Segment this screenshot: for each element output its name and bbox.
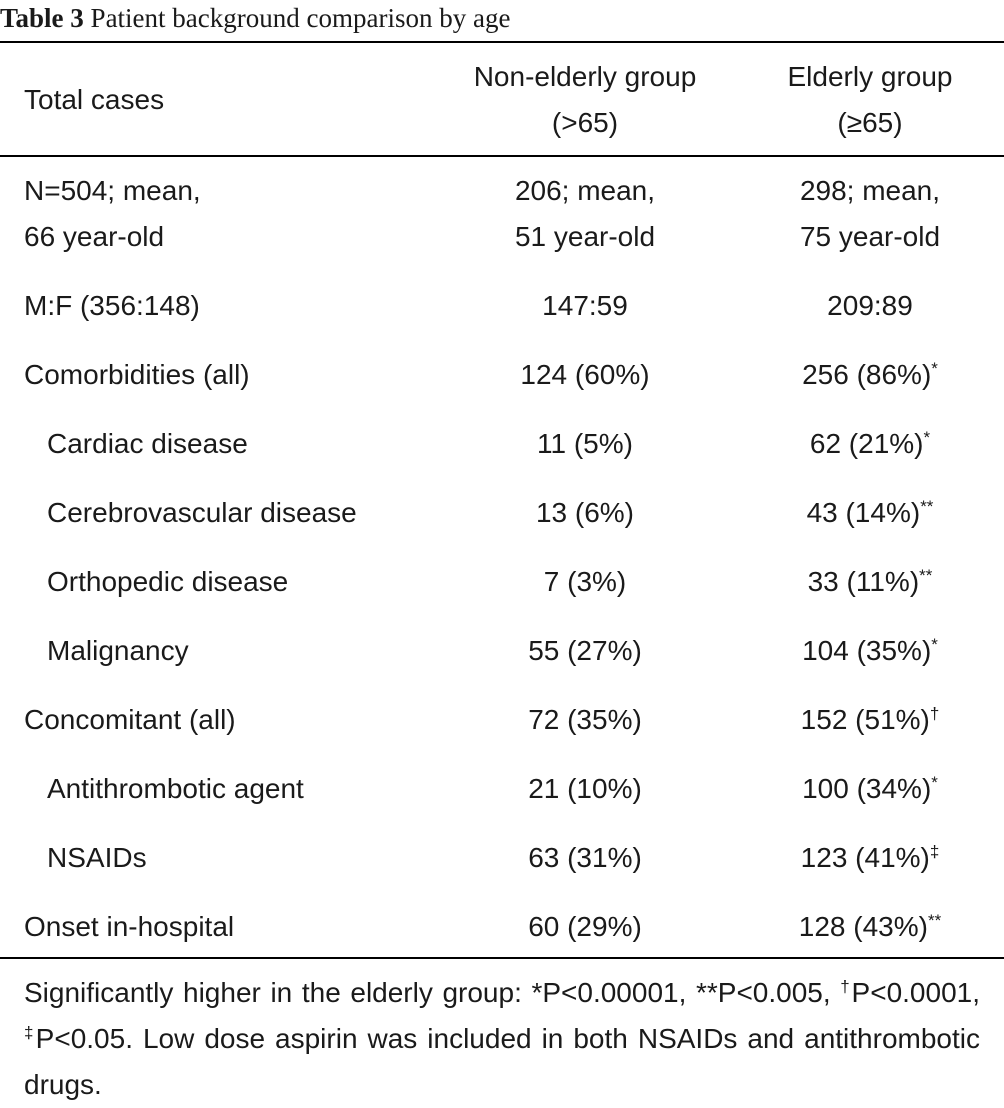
cell-elderly: 298; mean, 75 year-old — [740, 168, 1000, 260]
row-label: M:F (356:148) — [24, 290, 200, 321]
significance-mark: * — [931, 773, 938, 792]
row-label: Cardiac disease — [47, 428, 248, 459]
top-rule — [0, 41, 1004, 43]
cell-value: 43 (14%) — [806, 497, 921, 528]
cell-elderly: 152 (51%)† — [740, 697, 1000, 743]
header-elderly: Elderly group (≥65) — [740, 54, 1000, 146]
significance-mark: * — [923, 428, 931, 447]
significance-mark: * — [931, 359, 938, 378]
cell-value: 33 (11%) — [807, 566, 920, 597]
cell-non-elderly: 11 (5%) — [537, 428, 633, 459]
row-label: Concomitant (all) — [24, 704, 236, 735]
cell-non-elderly: 55 (27%) — [528, 635, 642, 666]
cell-non-elderly: 60 (29%) — [528, 911, 642, 942]
cell-non-elderly: 72 (35%) — [528, 704, 642, 735]
table-footnote: Significantly higher in the elderly grou… — [24, 970, 980, 1108]
row-label: Antithrombotic agent — [47, 773, 304, 804]
footnote-text: P<0.05. Low dose aspirin was included in… — [24, 1023, 980, 1100]
cell-non-elderly: 21 (10%) — [528, 773, 642, 804]
cell-line1: 206; mean, — [514, 175, 656, 206]
row-label: Onset in-hospital — [24, 911, 235, 942]
header-non-elderly-title: Non-elderly group — [473, 61, 697, 92]
cell-non-elderly: 124 (60%) — [520, 359, 650, 390]
cell-line1: 298; mean, — [799, 175, 941, 206]
table-row: N=504; mean, 66 year-old — [24, 168, 201, 260]
cell-elderly: 123 (41%)‡ — [740, 835, 1000, 881]
cell-value: 256 (86%) — [802, 359, 932, 390]
footnote-mark: † — [840, 977, 852, 996]
cell-elderly: 33 (11%)** — [740, 559, 1000, 605]
cell-value: 62 (21%) — [809, 428, 924, 459]
cell-line2: 51 year-old — [514, 221, 656, 252]
cell-value: 123 (41%) — [800, 842, 930, 873]
row-label: Orthopedic disease — [47, 566, 289, 597]
cell-elderly: 209:89 — [827, 290, 913, 321]
row-label: Comorbidities (all) — [24, 359, 250, 390]
significance-mark: ** — [927, 911, 942, 930]
header-rule — [0, 155, 1004, 157]
footnote-text: Significantly higher in the elderly grou… — [24, 977, 831, 1008]
significance-mark: ** — [919, 566, 933, 585]
significance-mark: * — [931, 635, 938, 654]
header-elderly-age: (≥65) — [837, 107, 903, 138]
header-total-cases: Total cases — [24, 84, 165, 115]
significance-mark: ** — [920, 497, 934, 516]
cell-elderly: 43 (14%)** — [740, 490, 1000, 536]
row-label-line1: N=504; mean, — [24, 175, 201, 206]
cell-elderly: 62 (21%)* — [740, 421, 1000, 467]
cell-elderly: 104 (35%)* — [740, 628, 1000, 674]
table-title: Patient background comparison by age — [90, 3, 511, 33]
cell-value: 104 (35%) — [802, 635, 932, 666]
cell-non-elderly: 7 (3%) — [543, 566, 627, 597]
cell-non-elderly: 206; mean, 51 year-old — [440, 168, 730, 260]
cell-non-elderly: 63 (31%) — [528, 842, 642, 873]
footnote-mark: ‡ — [24, 1023, 36, 1042]
table-caption: Table 3 Patient background comparison by… — [0, 0, 1004, 38]
header-non-elderly-age: (>65) — [551, 107, 619, 138]
row-label: NSAIDs — [47, 842, 147, 873]
table-label: Table 3 — [0, 3, 84, 33]
cell-elderly: 128 (43%)** — [740, 904, 1000, 950]
cell-value: 152 (51%) — [800, 704, 930, 735]
row-label: Cerebrovascular disease — [47, 497, 357, 528]
header-non-elderly: Non-elderly group (>65) — [440, 54, 730, 146]
cell-non-elderly: 147:59 — [542, 290, 628, 321]
cell-non-elderly: 13 (6%) — [535, 497, 635, 528]
row-label-line2: 66 year-old — [24, 221, 165, 252]
header-elderly-title: Elderly group — [787, 61, 953, 92]
significance-mark: † — [929, 704, 940, 723]
cell-elderly: 256 (86%)* — [740, 352, 1000, 398]
footnote-text: P<0.0001, — [851, 977, 980, 1008]
cell-line2: 75 year-old — [799, 221, 941, 252]
significance-mark: ‡ — [929, 842, 940, 861]
cell-elderly: 100 (34%)* — [740, 766, 1000, 812]
bottom-rule — [0, 957, 1004, 959]
cell-value: 100 (34%) — [802, 773, 932, 804]
cell-value: 128 (43%) — [798, 911, 928, 942]
row-label: Malignancy — [47, 635, 189, 666]
